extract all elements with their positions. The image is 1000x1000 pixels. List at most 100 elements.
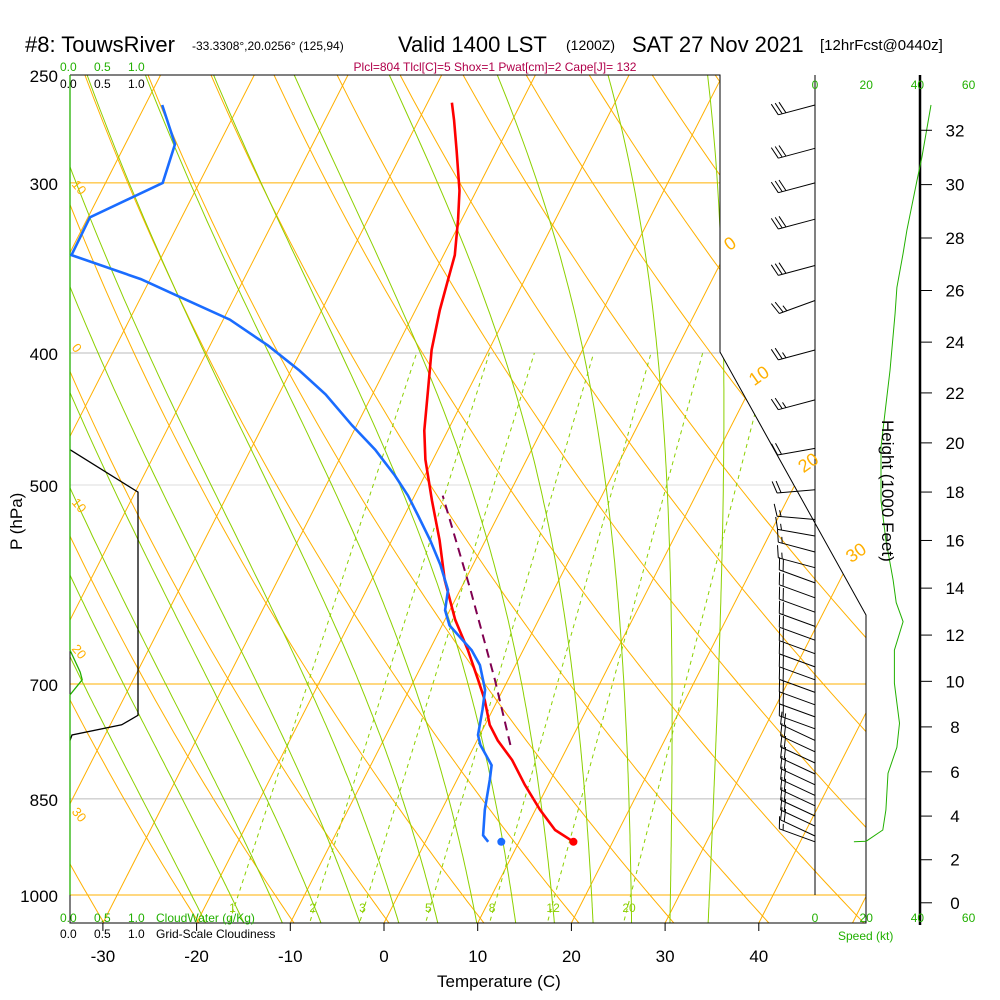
- height-tick-label: 26: [946, 282, 965, 301]
- x-tick-label: -30: [91, 947, 116, 966]
- isotherm-line: [462, 75, 866, 923]
- pressure-tick-label: 1000: [20, 887, 58, 906]
- dry-adiabat-line: [324, 75, 866, 923]
- parcel-trace: [441, 495, 512, 746]
- cloudiness-bottom-tick: 0.5: [94, 927, 111, 941]
- isotherm-line: [556, 75, 866, 923]
- dry-adiabat-line: [137, 75, 700, 923]
- height-tick-label: 12: [946, 626, 965, 645]
- surface-dewpoint-dot: [497, 837, 506, 846]
- x-tick-label: 10: [468, 947, 487, 966]
- cloudwater-label: CloudWater (g/Kg): [156, 911, 255, 925]
- dry-adiabat-line: [511, 75, 866, 923]
- wind-barb: [778, 557, 816, 584]
- cloudwater-top-tick: 0.0: [60, 60, 77, 74]
- height-tick-label: 22: [946, 384, 965, 403]
- wind-barb: [773, 503, 816, 520]
- cloudiness-top-tick: 0.5: [94, 77, 111, 91]
- wind-barb: [780, 711, 816, 741]
- cloudiness-line: [69, 449, 139, 741]
- wind-barb: [778, 600, 816, 627]
- plot-frame: [69, 74, 922, 925]
- cloudwater-bottom-tick: 0.0: [60, 911, 77, 925]
- height-tick-label: 32: [946, 121, 965, 140]
- moist-adiabat-line: [77, 75, 445, 923]
- wind-barb: [770, 216, 816, 230]
- speed-bottom-tick: 40: [911, 911, 925, 925]
- x-tick-label: 30: [656, 947, 675, 966]
- wind-barb: [770, 347, 816, 361]
- cloudwater-line: [69, 75, 83, 895]
- mixing-ratio-line: [300, 352, 490, 923]
- wind-barb: [770, 179, 816, 194]
- speed-bottom-tick: 20: [860, 911, 874, 925]
- wind-barb: [778, 586, 816, 613]
- station-coords: -33.3308°,20.0256° (125,94): [192, 39, 344, 53]
- wind-barb: [778, 816, 816, 843]
- station-title: #8: TouwsRiver: [25, 32, 175, 57]
- utc-time: (1200Z): [566, 37, 615, 53]
- cloudwater-top-tick: 0.5: [94, 60, 111, 74]
- wind-barbs: [770, 101, 816, 843]
- wind-barb: [778, 641, 816, 668]
- background-lines: [70, 75, 866, 923]
- isotherm-line: [743, 75, 866, 923]
- moist-adiabat-line: [486, 75, 633, 923]
- wind-barb: [770, 145, 816, 159]
- mixing-ratio-label: 20: [622, 901, 636, 915]
- mixing-ratio-label: 5: [425, 901, 432, 915]
- moist-adiabat-line: [377, 75, 595, 923]
- dry-adiabat-line: [573, 75, 866, 923]
- moist-adiabat-line: [70, 75, 221, 923]
- speed-axis-title: Speed (kt): [838, 929, 893, 943]
- cloudiness-label: Grid-Scale Cloudiness: [156, 927, 275, 941]
- speed-top-tick: 60: [962, 78, 976, 92]
- pressure-tick-label: 500: [30, 477, 58, 496]
- x-tick-label: 40: [749, 947, 768, 966]
- height-tick-label: 24: [946, 333, 965, 352]
- isotherm-line: [275, 75, 736, 923]
- mixing-ratio-line: [350, 352, 535, 923]
- dry-adiabat-line: [449, 75, 866, 923]
- wind-barb: [771, 442, 816, 456]
- cloudiness-top-tick: 0.0: [60, 77, 77, 91]
- wind-barb: [777, 529, 816, 553]
- left-isotherm-label: 20: [69, 641, 90, 662]
- height-tick-label: 14: [946, 579, 965, 598]
- pressure-tick-label: 850: [30, 791, 58, 810]
- mixing-ratio-label: 1: [229, 901, 236, 915]
- wind-barb: [775, 516, 816, 537]
- wind-barb: [780, 723, 816, 753]
- moist-adiabat-line: [135, 75, 483, 923]
- wind-barb: [778, 654, 816, 681]
- height-tick-label: 6: [950, 763, 959, 782]
- height-axis-title: Height (1000 Feet): [878, 420, 897, 562]
- isotherm-line: [70, 75, 174, 923]
- x-tick-label: 20: [562, 947, 581, 966]
- dry-adiabat-line: [823, 75, 866, 923]
- height-tick-label: 2: [950, 851, 959, 870]
- wind-barb: [780, 797, 816, 827]
- moist-adiabat-line: [283, 75, 558, 923]
- left-isotherm-label: 10: [69, 177, 90, 198]
- left-isotherm-label: 30: [69, 804, 90, 825]
- wind-barb: [778, 691, 816, 718]
- cloudiness-top-tick: 1.0: [128, 77, 145, 91]
- wind-barb: [778, 666, 816, 693]
- mixing-ratio-line: [416, 352, 595, 923]
- pressure-tick-label: 700: [30, 676, 58, 695]
- height-tick-label: 16: [946, 531, 965, 550]
- x-tick-label: -10: [278, 947, 303, 966]
- isotherm-line: [70, 75, 268, 923]
- isotherm-label: 30: [842, 539, 870, 567]
- cloudwater-bottom-tick: 0.5: [94, 911, 111, 925]
- cloudiness-bottom-tick: 1.0: [128, 927, 145, 941]
- speed-bottom-tick: 0: [812, 911, 819, 925]
- axis-labels: 1 2 3 5 8 12 2001020301001020300.00.00.00.00.5…: [20, 60, 975, 966]
- mixing-ratio-label: 12: [546, 901, 560, 915]
- moist-adiabat-line: [600, 75, 673, 923]
- forecast-info: [12hrFcst@0440z]: [820, 37, 943, 54]
- wind-barb: [770, 101, 816, 116]
- wind-barb: [780, 756, 816, 786]
- cloud-panel: [69, 75, 139, 895]
